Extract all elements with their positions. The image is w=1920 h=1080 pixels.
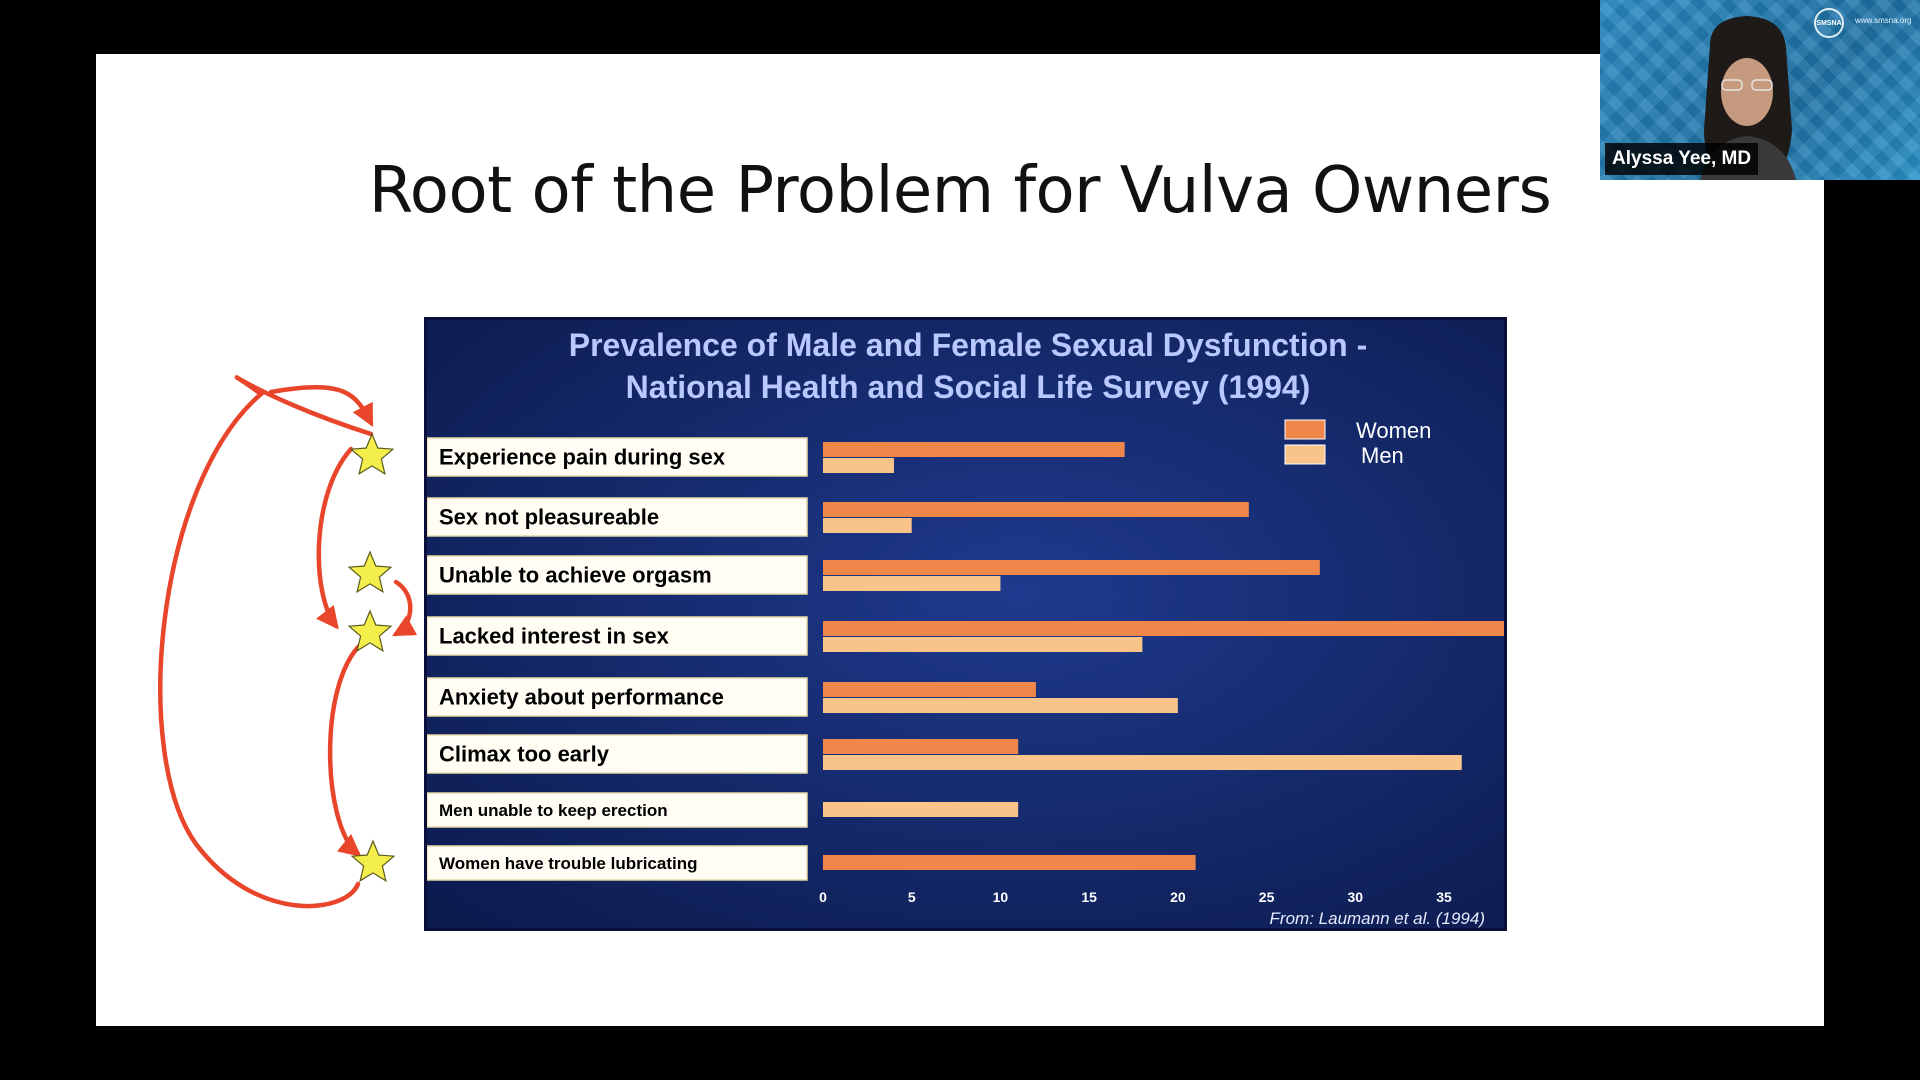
annotation-arrow xyxy=(327,637,369,857)
category-label-box xyxy=(427,555,808,595)
category-label: Sex not pleasureable xyxy=(439,505,659,530)
x-tick-label: 30 xyxy=(1347,889,1363,905)
category-label-box xyxy=(427,734,808,774)
category-label: Unable to achieve orgasm xyxy=(439,563,712,588)
category-label-box xyxy=(427,845,808,881)
bar-men xyxy=(823,698,1178,713)
star-icon xyxy=(347,550,393,594)
annotation-arrow xyxy=(158,375,374,909)
bar-men xyxy=(823,458,894,473)
x-tick-label: 5 xyxy=(908,889,916,905)
category-label: Anxiety about performance xyxy=(439,685,724,710)
annotation-arrow xyxy=(268,385,374,427)
bar-women xyxy=(823,682,1036,697)
x-tick-label: 20 xyxy=(1170,889,1186,905)
logo-text: SMSNA xyxy=(1816,19,1842,27)
presentation-slide: Root of the Problem for Vulva Owners Pre… xyxy=(96,54,1824,1026)
bar-men xyxy=(823,802,1019,817)
annotation-arrow xyxy=(316,446,354,630)
bar-women xyxy=(823,442,1125,457)
chart-title-line: National Health and Social Life Survey (… xyxy=(626,369,1311,405)
category-label: Climax too early xyxy=(439,742,610,767)
category-label-box xyxy=(427,437,808,477)
category-label: Experience pain during sex xyxy=(439,445,726,470)
speaker-name-label: Alyssa Yee, MD xyxy=(1605,143,1759,175)
category-label-box xyxy=(427,677,808,717)
annotation-arrow xyxy=(392,579,418,637)
annotation-arrows xyxy=(158,375,418,909)
star-icon xyxy=(349,432,395,476)
chart-title-line: Prevalence of Male and Female Sexual Dys… xyxy=(569,327,1367,363)
x-tick-label: 15 xyxy=(1081,889,1097,905)
category-label: Lacked interest in sex xyxy=(439,624,670,649)
bar-men xyxy=(823,755,1462,770)
bar-men xyxy=(823,518,912,533)
bar-women xyxy=(823,560,1320,575)
x-tick-label: 35 xyxy=(1436,889,1452,905)
bar-women xyxy=(823,739,1019,754)
legend-swatch-men xyxy=(1284,444,1326,465)
star-icon xyxy=(347,609,393,653)
category-label-box xyxy=(427,616,808,656)
x-tick-label: 10 xyxy=(993,889,1009,905)
chart-source: From: Laumann et al. (1994) xyxy=(1270,909,1485,928)
bar-women xyxy=(823,855,1196,870)
bar-men xyxy=(823,637,1143,652)
category-label-box xyxy=(427,497,808,537)
slide-title: Root of the Problem for Vulva Owners xyxy=(368,154,1552,228)
speaker-video-tile[interactable]: SMSNA www.smsna.org Alyssa Yee, MD xyxy=(1600,0,1920,180)
x-tick-label: 0 xyxy=(819,889,827,905)
chart-canvas: Prevalence of Male and Female Sexual Dys… xyxy=(427,327,1504,928)
x-tick-label: 25 xyxy=(1259,889,1275,905)
bar-chart: Prevalence of Male and Female Sexual Dys… xyxy=(424,317,1507,931)
smsna-logo-icon: SMSNA xyxy=(1814,8,1844,38)
legend-swatch-women xyxy=(1284,419,1326,440)
video-url: www.smsna.org xyxy=(1855,16,1912,25)
bar-women xyxy=(823,502,1249,517)
legend-label-women: Women xyxy=(1356,418,1431,443)
category-label: Men unable to keep erection xyxy=(439,801,668,820)
category-label-box xyxy=(427,792,808,828)
star-icon xyxy=(350,839,396,883)
legend-label-men: Men xyxy=(1361,443,1404,468)
bar-women xyxy=(823,621,1504,636)
bar-men xyxy=(823,576,1001,591)
category-label: Women have trouble lubricating xyxy=(439,854,698,873)
